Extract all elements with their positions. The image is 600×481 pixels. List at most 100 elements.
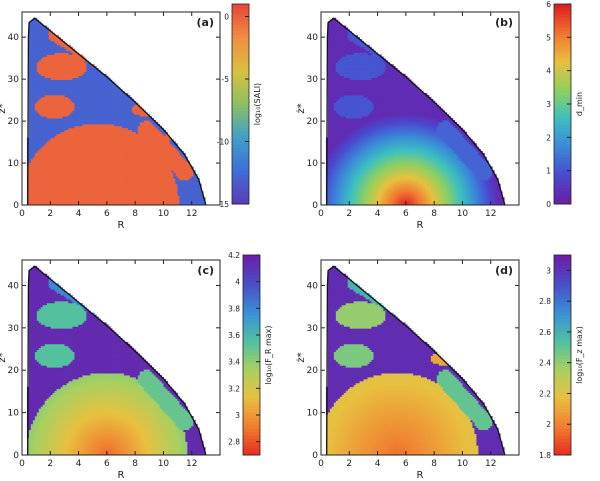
heatmap-cell bbox=[80, 106, 83, 109]
heatmap-cell bbox=[64, 93, 67, 96]
heatmap-cell bbox=[70, 50, 73, 53]
heatmap-cell bbox=[46, 162, 50, 165]
heatmap-cell bbox=[54, 203, 58, 206]
heatmap-cell bbox=[44, 189, 48, 192]
heatmap-cell bbox=[110, 164, 113, 167]
heatmap-cell bbox=[106, 85, 109, 88]
heatmap-cell bbox=[56, 87, 60, 90]
heatmap-cell bbox=[46, 87, 50, 90]
heatmap-cell bbox=[60, 147, 63, 150]
heatmap-cell bbox=[98, 197, 101, 200]
heatmap-cell bbox=[70, 64, 73, 67]
heatmap-cell bbox=[62, 66, 65, 69]
heatmap-cell bbox=[48, 46, 52, 50]
heatmap-cell bbox=[78, 66, 81, 69]
heatmap-cell bbox=[60, 127, 63, 131]
heatmap-cell bbox=[80, 129, 83, 133]
heatmap-cell bbox=[62, 81, 65, 84]
heatmap-cell bbox=[78, 118, 81, 121]
heatmap-cell bbox=[82, 162, 85, 165]
heatmap-cell bbox=[62, 139, 65, 142]
heatmap-cell bbox=[84, 93, 87, 96]
heatmap-cell bbox=[60, 91, 63, 94]
heatmap-cell bbox=[30, 158, 34, 162]
heatmap-cell bbox=[82, 191, 85, 194]
heatmap-cell bbox=[36, 100, 40, 104]
heatmap-cell bbox=[46, 64, 50, 67]
heatmap-cell bbox=[38, 199, 42, 202]
heatmap-cell bbox=[78, 203, 81, 206]
heatmap-cell bbox=[74, 149, 77, 152]
heatmap-cell bbox=[68, 168, 71, 171]
heatmap-cell bbox=[44, 91, 48, 94]
heatmap-cell bbox=[44, 120, 48, 123]
heatmap-cell bbox=[94, 85, 97, 88]
heatmap-cell bbox=[84, 197, 87, 200]
heatmap-cell bbox=[84, 71, 87, 75]
heatmap-cell bbox=[44, 29, 48, 32]
heatmap-cell bbox=[68, 174, 71, 177]
heatmap-cell bbox=[46, 120, 50, 123]
heatmap-cell bbox=[102, 75, 105, 79]
heatmap-cell bbox=[72, 125, 75, 129]
heatmap-cell bbox=[68, 162, 71, 165]
heatmap-cell bbox=[40, 66, 44, 69]
heatmap-cell bbox=[84, 133, 87, 136]
heatmap-cell bbox=[98, 93, 101, 96]
heatmap-cell bbox=[106, 170, 109, 173]
heatmap-cell bbox=[30, 94, 34, 98]
heatmap-cell bbox=[64, 89, 67, 92]
heatmap-cell bbox=[68, 71, 71, 75]
heatmap-cell bbox=[86, 160, 89, 163]
heatmap-cell bbox=[30, 201, 34, 204]
heatmap-cell bbox=[50, 87, 54, 90]
heatmap-cell bbox=[68, 56, 71, 59]
heatmap-cell bbox=[36, 147, 40, 150]
heatmap-cell bbox=[90, 193, 93, 196]
heatmap-cell bbox=[28, 67, 32, 71]
heatmap-cell bbox=[68, 137, 71, 140]
heatmap-cell bbox=[64, 201, 67, 204]
heatmap-cell bbox=[80, 123, 83, 127]
heatmap-cell bbox=[44, 54, 48, 57]
heatmap-cell bbox=[28, 127, 32, 131]
heatmap-cell bbox=[82, 102, 85, 106]
heatmap-cell bbox=[108, 94, 111, 98]
heatmap-cell bbox=[88, 174, 91, 177]
heatmap-cell bbox=[68, 69, 71, 73]
heatmap-cell bbox=[60, 40, 63, 44]
heatmap-cell bbox=[54, 112, 58, 115]
heatmap-cell bbox=[86, 96, 89, 100]
heatmap-cell bbox=[102, 147, 105, 150]
heatmap-cell bbox=[108, 106, 111, 109]
heatmap-cell bbox=[52, 149, 56, 152]
heatmap-cell bbox=[112, 185, 115, 189]
heatmap-cell bbox=[102, 191, 105, 194]
heatmap-cell bbox=[62, 120, 65, 123]
heatmap-cell bbox=[76, 104, 79, 107]
heatmap-cell bbox=[94, 201, 97, 204]
heatmap-cell bbox=[60, 123, 63, 127]
heatmap-cell bbox=[72, 108, 75, 111]
heatmap-cell bbox=[82, 139, 85, 142]
heatmap-cell bbox=[86, 110, 89, 113]
heatmap-cell bbox=[32, 62, 36, 65]
heatmap-cell bbox=[68, 145, 71, 148]
heatmap-cell bbox=[78, 104, 81, 107]
heatmap-cell bbox=[52, 35, 56, 38]
heatmap-cell bbox=[36, 91, 40, 94]
heatmap-cell bbox=[68, 193, 71, 196]
heatmap-cell bbox=[88, 177, 91, 181]
heatmap-cell bbox=[74, 79, 77, 82]
heatmap-cell bbox=[38, 104, 42, 107]
heatmap-cell bbox=[104, 177, 107, 181]
heatmap-cell bbox=[94, 189, 97, 192]
heatmap-cell bbox=[56, 77, 60, 80]
heatmap-cell bbox=[100, 116, 103, 119]
heatmap-cell bbox=[70, 102, 73, 106]
heatmap-cell bbox=[38, 183, 42, 187]
heatmap-cell bbox=[62, 129, 65, 133]
heatmap-cell bbox=[36, 145, 40, 148]
heatmap-cell bbox=[70, 116, 73, 119]
heatmap-cell bbox=[48, 152, 52, 156]
